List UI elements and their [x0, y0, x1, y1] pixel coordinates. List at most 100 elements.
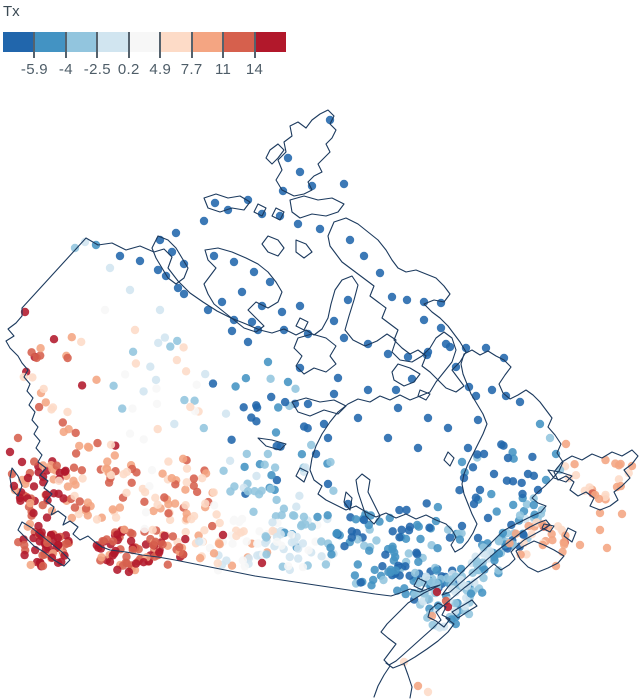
- station-dot[interactable]: [422, 572, 431, 581]
- station-dot[interactable]: [471, 493, 481, 502]
- station-dot[interactable]: [38, 561, 48, 571]
- station-dot[interactable]: [39, 384, 48, 394]
- station-dot[interactable]: [375, 517, 384, 526]
- station-dot[interactable]: [280, 397, 290, 407]
- station-dot[interactable]: [49, 335, 59, 344]
- station-dot[interactable]: [102, 464, 111, 473]
- station-dot[interactable]: [23, 473, 33, 483]
- station-dot[interactable]: [145, 482, 154, 491]
- station-dot[interactable]: [339, 333, 349, 343]
- station-dot[interactable]: [413, 443, 423, 453]
- station-dot[interactable]: [533, 485, 543, 495]
- station-dot[interactable]: [277, 511, 286, 520]
- station-dot[interactable]: [323, 433, 333, 443]
- station-dot[interactable]: [132, 468, 141, 477]
- station-dot[interactable]: [528, 452, 537, 462]
- station-dot[interactable]: [443, 602, 453, 612]
- station-dot[interactable]: [122, 467, 132, 477]
- station-dot[interactable]: [228, 539, 237, 548]
- station-dot[interactable]: [287, 530, 296, 540]
- station-dot[interactable]: [499, 353, 509, 363]
- station-dot[interactable]: [325, 115, 335, 125]
- station-dot[interactable]: [189, 474, 199, 483]
- station-dot[interactable]: [461, 343, 471, 353]
- station-dot[interactable]: [67, 513, 77, 523]
- station-dot[interactable]: [175, 543, 184, 552]
- station-dot[interactable]: [173, 283, 183, 293]
- station-dot[interactable]: [456, 564, 466, 574]
- station-dot[interactable]: [485, 547, 495, 556]
- station-dot[interactable]: [317, 537, 326, 546]
- station-dot[interactable]: [26, 498, 35, 508]
- station-dot[interactable]: [151, 375, 161, 385]
- station-dot[interactable]: [292, 502, 301, 511]
- station-dot[interactable]: [266, 374, 275, 383]
- station-dot[interactable]: [402, 295, 412, 305]
- station-dot[interactable]: [423, 413, 433, 423]
- station-dot[interactable]: [155, 305, 165, 315]
- station-dot[interactable]: [405, 522, 415, 531]
- station-dot[interactable]: [291, 384, 300, 393]
- station-dot[interactable]: [120, 370, 130, 379]
- station-dot[interactable]: [153, 424, 162, 434]
- station-dot[interactable]: [78, 474, 87, 483]
- station-dot[interactable]: [498, 528, 508, 538]
- station-dot[interactable]: [332, 529, 341, 538]
- station-dot[interactable]: [276, 530, 285, 539]
- station-dot[interactable]: [372, 536, 381, 545]
- station-dot[interactable]: [466, 589, 476, 598]
- station-dot[interactable]: [158, 540, 167, 549]
- station-dot[interactable]: [307, 522, 317, 531]
- station-dot[interactable]: [283, 377, 293, 387]
- station-dot[interactable]: [323, 511, 332, 520]
- station-dot[interactable]: [350, 571, 360, 580]
- station-dot[interactable]: [242, 537, 251, 546]
- station-dot[interactable]: [541, 475, 551, 485]
- station-dot[interactable]: [479, 573, 488, 583]
- station-dot[interactable]: [249, 507, 258, 516]
- station-dot[interactable]: [108, 551, 118, 560]
- station-dot[interactable]: [77, 381, 87, 390]
- station-dot[interactable]: [180, 395, 189, 405]
- station-dot[interactable]: [197, 474, 207, 483]
- station-dot[interactable]: [125, 285, 135, 295]
- station-dot[interactable]: [390, 548, 399, 557]
- station-dot[interactable]: [70, 491, 79, 501]
- station-dot[interactable]: [295, 301, 305, 311]
- station-dot[interactable]: [262, 550, 271, 559]
- station-dot[interactable]: [199, 423, 208, 433]
- station-dot[interactable]: [473, 533, 483, 543]
- station-dot[interactable]: [313, 512, 322, 522]
- station-dot[interactable]: [459, 473, 469, 483]
- station-dot[interactable]: [326, 543, 335, 552]
- station-dot[interactable]: [167, 474, 176, 483]
- station-dot[interactable]: [171, 228, 181, 238]
- station-dot[interactable]: [164, 509, 173, 518]
- station-dot[interactable]: [391, 385, 401, 395]
- station-dot[interactable]: [455, 535, 465, 544]
- station-dot[interactable]: [393, 403, 403, 413]
- station-dot[interactable]: [140, 524, 149, 534]
- station-dot[interactable]: [432, 566, 441, 575]
- station-dot[interactable]: [407, 374, 417, 384]
- station-dot[interactable]: [602, 543, 612, 553]
- station-dot[interactable]: [479, 449, 489, 459]
- station-dot[interactable]: [551, 449, 561, 459]
- station-dot[interactable]: [612, 482, 622, 492]
- station-dot[interactable]: [423, 687, 433, 697]
- station-dot[interactable]: [329, 316, 339, 326]
- station-dot[interactable]: [43, 538, 52, 548]
- station-dot[interactable]: [457, 457, 467, 467]
- station-dot[interactable]: [195, 537, 204, 546]
- station-dot[interactable]: [401, 562, 410, 571]
- station-dot[interactable]: [106, 470, 116, 480]
- station-dot[interactable]: [351, 515, 361, 524]
- station-dot[interactable]: [139, 387, 148, 396]
- station-dot[interactable]: [570, 460, 579, 469]
- station-dot[interactable]: [126, 536, 136, 546]
- station-dot[interactable]: [319, 419, 329, 429]
- station-dot[interactable]: [152, 399, 162, 409]
- station-dot[interactable]: [489, 469, 499, 479]
- station-dot[interactable]: [353, 413, 363, 423]
- station-dot[interactable]: [80, 237, 90, 247]
